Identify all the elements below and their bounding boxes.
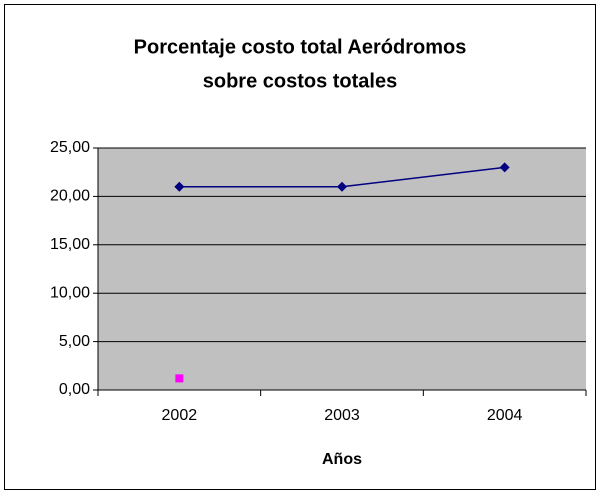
chart-title: Porcentaje costo total Aeródromos xyxy=(134,36,467,58)
y-tick-label: 0,00 xyxy=(59,381,90,398)
marker xyxy=(174,181,185,192)
y-tick-label: 15,00 xyxy=(50,236,90,253)
chart-title: sobre costos totales xyxy=(203,70,398,92)
y-tick-label: 25,00 xyxy=(50,139,90,156)
y-tick-label: 20,00 xyxy=(50,188,90,205)
marker xyxy=(337,181,347,192)
y-tick-label: 5,00 xyxy=(59,333,90,350)
x-axis-label: Años xyxy=(322,451,362,468)
x-tick-label: 2004 xyxy=(487,407,523,424)
marker xyxy=(499,162,510,173)
x-tick-label: 2003 xyxy=(324,407,360,424)
y-tick-label: 10,00 xyxy=(50,284,90,301)
x-tick-label: 2002 xyxy=(162,407,198,424)
marker xyxy=(175,374,184,383)
